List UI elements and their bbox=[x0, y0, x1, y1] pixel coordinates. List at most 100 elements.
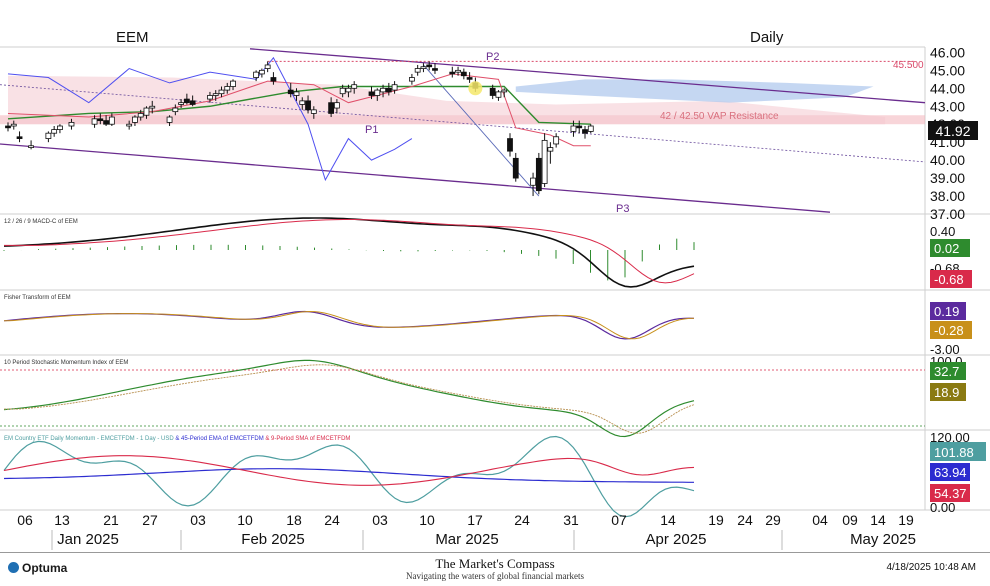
ema-badge bbox=[930, 463, 970, 481]
date-axis-day-label: 07 bbox=[611, 512, 627, 528]
price-candle bbox=[460, 71, 467, 77]
price-candle bbox=[103, 120, 109, 125]
price-candle bbox=[328, 102, 335, 114]
footer: Optuma The Market's Compass Navigating t… bbox=[0, 552, 990, 586]
price-candle bbox=[270, 77, 277, 82]
smi-value: 32.7 bbox=[934, 364, 959, 379]
last-price-value: 41.92 bbox=[935, 123, 970, 139]
channel-mid-line bbox=[0, 84, 926, 163]
smi-title: 10 Period Stochastic Momentum Index of E… bbox=[4, 360, 128, 366]
price-candle bbox=[218, 89, 225, 95]
pivot-p2-label: P2 bbox=[486, 51, 499, 63]
price-candle bbox=[414, 68, 421, 73]
price-candle bbox=[149, 105, 156, 109]
price-candle bbox=[293, 91, 300, 96]
optuma-logo-icon bbox=[8, 562, 19, 573]
price-candle bbox=[507, 138, 513, 152]
chart-symbol: EEM bbox=[116, 29, 149, 46]
price-candle bbox=[385, 87, 392, 93]
price-candle bbox=[466, 77, 473, 80]
smi-signal-value: 18.9 bbox=[934, 385, 959, 400]
price-candle bbox=[380, 87, 386, 93]
sma-badge bbox=[930, 484, 970, 502]
footer-title: The Market's Compass bbox=[435, 556, 555, 571]
date-axis-day-label: 24 bbox=[514, 512, 530, 528]
channel-lower-line bbox=[0, 143, 831, 213]
price-candle bbox=[132, 116, 138, 123]
price-candle bbox=[45, 132, 52, 139]
price-candle bbox=[547, 147, 554, 152]
fisher-panel bbox=[3, 310, 695, 340]
price-candle bbox=[570, 125, 577, 132]
price-candle bbox=[143, 107, 150, 116]
price-axis-tick: 39.00 bbox=[930, 170, 965, 186]
momentum-axis-tick-bottom: 0.00 bbox=[930, 500, 955, 515]
momentum-title-a: EM Country ETF Daily Momentum - EMCETFDM… bbox=[4, 436, 174, 442]
date-axis-day-label: 03 bbox=[190, 512, 206, 528]
price-candle bbox=[455, 69, 461, 73]
price-candle bbox=[489, 87, 496, 96]
momentum-title-b: & 45-Period EMA of EMCETFDM bbox=[174, 436, 264, 442]
price-candle bbox=[374, 89, 381, 96]
kijun-line bbox=[7, 85, 591, 125]
smi-signal-badge bbox=[930, 383, 966, 401]
date-axis-day-label: 17 bbox=[467, 512, 483, 528]
date-axis-day-label: 10 bbox=[237, 512, 253, 528]
date-axis: 06 13 21 27 03 10 18 24 03 10 17 24 31 07 14 19 24 29 04 09… bbox=[17, 512, 916, 550]
momentum-panel bbox=[3, 435, 695, 518]
smi-signal-line bbox=[4, 364, 695, 434]
price-candle bbox=[183, 98, 190, 104]
chart-period: Daily bbox=[750, 29, 784, 46]
fisher-badge bbox=[930, 302, 966, 320]
price-candle bbox=[68, 122, 75, 127]
price-candle bbox=[368, 91, 375, 96]
pivot-p1-label: P1 bbox=[365, 124, 378, 136]
ichimoku-cloud-bullish bbox=[515, 79, 874, 103]
momentum-value: 101.88 bbox=[934, 445, 974, 460]
price-candle bbox=[535, 157, 542, 192]
macd-title: 12 / 26 / 9 MACD-C of EEM bbox=[4, 219, 78, 225]
price-candle bbox=[126, 123, 133, 127]
footer-timestamp: 4/18/2025 10:48 AM bbox=[886, 562, 976, 573]
price-axis-tick: 44.00 bbox=[930, 80, 965, 96]
price-candle bbox=[16, 136, 23, 139]
macd-hist-value: 0.02 bbox=[934, 241, 959, 256]
date-axis-month-label: Mar 2025 bbox=[435, 531, 498, 548]
price-candle bbox=[339, 87, 346, 95]
date-axis-day-label: 31 bbox=[563, 512, 579, 528]
price-axis-tick: 45.00 bbox=[930, 62, 965, 78]
price-candle bbox=[253, 71, 260, 78]
price-candle bbox=[576, 125, 583, 129]
macd-axis-tick: 0.40 bbox=[930, 224, 955, 239]
date-axis-month-label: Apr 2025 bbox=[646, 531, 707, 548]
date-axis-month-label: May 2025 bbox=[850, 531, 916, 548]
smi-badge bbox=[930, 362, 966, 380]
price-annotations: P1 P2 P3 42 / 42.50 VAP Resistance 45.50… bbox=[365, 51, 924, 215]
highlight-marker bbox=[468, 81, 483, 96]
fisher-signal-value: -0.28 bbox=[934, 323, 964, 338]
date-axis-day-label: 24 bbox=[737, 512, 753, 528]
fisher-axis-tick: -3.00 bbox=[930, 342, 960, 357]
momentum-line bbox=[3, 435, 695, 518]
vap-resistance-label: 42 / 42.50 VAP Resistance bbox=[660, 111, 779, 122]
price-axis-tick: 40.00 bbox=[930, 152, 965, 168]
price-candle bbox=[264, 64, 271, 69]
price-candle bbox=[287, 89, 294, 95]
date-axis-day-label: 14 bbox=[870, 512, 886, 528]
price-candle bbox=[28, 145, 34, 148]
date-axis-month-label: Jan 2025 bbox=[57, 531, 119, 548]
date-axis-day-label: 19 bbox=[898, 512, 914, 528]
price-candle bbox=[97, 118, 104, 122]
price-axis-tick: 46.00 bbox=[930, 44, 965, 60]
ema-line bbox=[3, 468, 694, 483]
date-axis-day-label: 18 bbox=[286, 512, 302, 528]
price-candle bbox=[189, 100, 196, 105]
price-candle bbox=[512, 157, 519, 179]
price-candle bbox=[137, 113, 144, 118]
price-candle bbox=[178, 102, 185, 105]
fisher-signal-badge bbox=[930, 321, 972, 339]
fisher-signal-line bbox=[4, 310, 695, 340]
macd-panel bbox=[3, 217, 695, 288]
ema-value: 63.94 bbox=[934, 465, 967, 480]
optuma-brand-text: Optuma bbox=[22, 561, 68, 575]
